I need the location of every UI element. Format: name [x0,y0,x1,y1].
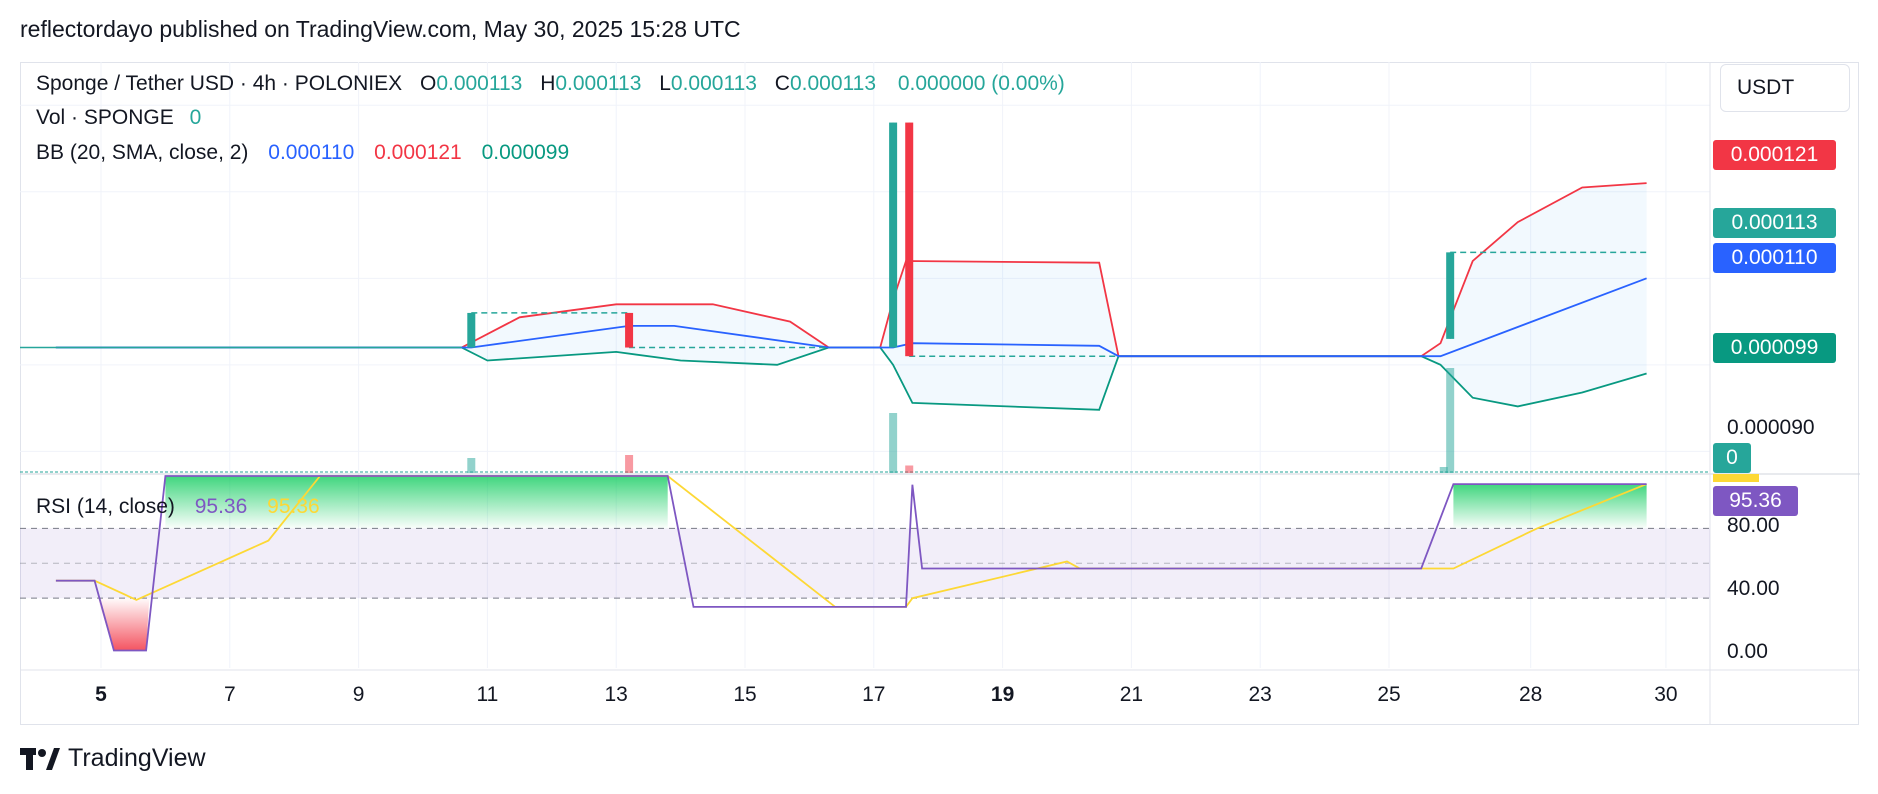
rsi-axis-tick-80: 80.00 [1727,514,1780,537]
legend-rsi-label[interactable]: RSI (14, close) [36,495,175,518]
legend-volume-value: 0 [189,106,202,129]
bb-upper-line [55,182,1647,358]
legend-symbol[interactable]: Sponge / Tether USD · 4h · POLONIEX [36,72,403,95]
indicator-lines [20,182,1647,411]
time-axis-tick: 30 [1654,683,1678,706]
volume-bar [625,455,634,473]
legend-bb-label[interactable]: BB (20, SMA, close, 2) [36,141,249,164]
time-axis-tick: 15 [733,683,757,706]
rsi-axis-tick-0: 0.00 [1727,640,1768,663]
tradingview-logo-icon [20,747,60,770]
legend-bb-basis: 0.000110 [268,141,355,164]
chart-frame [20,62,1859,725]
time-axis-tick: 28 [1518,683,1543,706]
legend-open-label: O [419,72,437,95]
price-tag-bb-basis: 0.000110 [1713,243,1836,273]
time-axis-tick: 19 [990,683,1015,706]
rsi-overbought-fill [1453,484,1647,529]
legend-close-label: C [774,72,790,95]
price-tag-bb-lower: 0.000099 [1713,333,1836,363]
currency-selector[interactable]: USDT [1720,64,1850,112]
legend-high-label: H [540,72,556,95]
time-axis-tick: 13 [604,683,628,706]
rsi-line [55,475,1647,652]
time-axis-tick: 25 [1377,683,1401,706]
legend-close-value: 0.000113 [789,72,876,95]
legend-rsi: RSI (14, close) 95.36 95.36 [36,495,324,519]
candle-up [1446,252,1455,339]
volume-bar [1439,467,1448,473]
bb-lower-line [55,346,1647,411]
rsi-pane [20,475,1710,652]
legend-bb-upper: 0.000121 [374,141,462,164]
legend-ohlc: Sponge / Tether USD · 4h · POLONIEX O0.0… [36,72,1069,96]
price-tag-rsi-ma-edge [1713,474,1759,482]
publish-header: reflectordayo published on TradingView.c… [20,16,741,42]
candle-down [905,122,914,357]
volume-bar [889,413,898,473]
legend-bollinger: BB (20, SMA, close, 2) 0.000110 0.000121… [36,141,573,165]
time-axis-tick: 11 [476,683,499,706]
time-axis-tick: 9 [352,683,365,706]
legend-bb-lower: 0.000099 [481,141,570,164]
rsi-axis-tick-40: 40.00 [1727,577,1780,600]
volume-bar [467,458,476,473]
grid-layer [20,62,1860,725]
legend-volume: Vol · SPONGE 0 [36,106,205,130]
rsi-oversold-fill [97,598,150,651]
legend-low-value: 0.000113 [670,72,757,95]
price-axis-tick: 0.000090 [1727,416,1815,439]
bb-basis-line [55,277,1647,358]
rsi-overbought-fill [165,476,668,529]
price-tag-volume: 0 [1713,443,1751,473]
candle-down [625,312,634,348]
volume-layer [20,368,1710,473]
price-tag-last-price: 0.000113 [1713,208,1836,238]
price-tag-rsi: 95.36 [1713,486,1798,516]
legend-rsi-value: 95.36 [194,495,248,518]
candles-layer [467,122,1455,357]
time-axis-tick: 21 [1119,683,1144,706]
candle-up [467,312,476,348]
volume-bar [905,465,914,473]
time-axis-tick: 5 [95,683,107,706]
tradingview-brand: TradingView [68,744,206,772]
time-axis-tick: 23 [1248,683,1272,706]
legend-volume-label[interactable]: Vol · SPONGE [36,106,174,129]
legend-change: 0.000000 (0.00%) [897,72,1065,95]
bollinger-band-fill [55,183,1647,410]
volume-bar [1446,368,1455,473]
time-axis-tick: 17 [862,683,886,706]
price-tag-bb-upper: 0.000121 [1713,140,1836,170]
time-axis-tick: 7 [223,683,236,706]
legend-open-value: 0.000113 [436,72,523,95]
tradingview-logo[interactable]: TradingView [20,744,206,773]
legend-low-label: L [659,72,671,95]
legend-high-value: 0.000113 [555,72,642,95]
candle-up [889,122,898,348]
legend-rsi-ma-value: 95.36 [267,495,320,518]
bollinger-band-area [55,183,1647,410]
